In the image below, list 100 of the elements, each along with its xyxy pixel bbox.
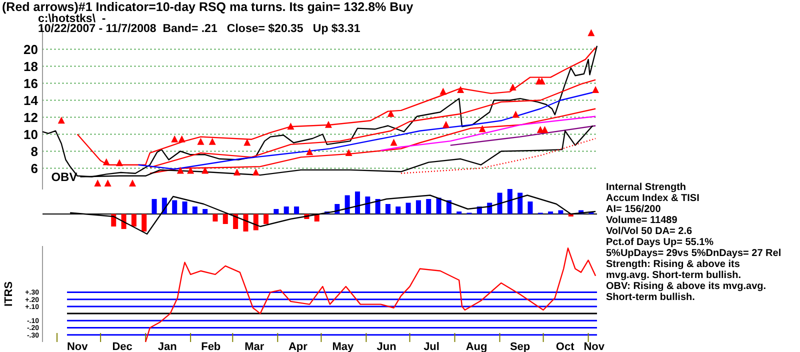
x-tick-label: Nov — [66, 341, 89, 352]
bar — [354, 192, 360, 214]
bar — [426, 199, 432, 214]
x-tick-label: Sep — [510, 341, 530, 352]
bar — [558, 210, 564, 214]
text: OBV: Rising & above its mvg.avg. Short-term bullish. — [606, 281, 766, 303]
line-series — [144, 248, 596, 343]
point — [592, 86, 600, 94]
point — [178, 135, 186, 142]
bar — [365, 196, 370, 214]
point — [588, 29, 595, 36]
text: Accum Index & TISI — [606, 193, 700, 204]
point — [287, 122, 294, 130]
point — [244, 138, 251, 146]
chart-title: (Red arrows)#1 Indicator=10-day RSQ ma turns. Its gain= 132.8% Buy — [2, 0, 414, 14]
point — [116, 159, 123, 166]
bar — [406, 202, 411, 214]
bar — [344, 195, 350, 214]
y-tick-label: 8 — [30, 144, 38, 159]
point — [94, 180, 102, 187]
text: AI= 156/200 — [606, 204, 662, 215]
line-series — [380, 116, 596, 151]
y-tick-label: 10 — [24, 126, 38, 142]
text: Volume= 11489 — [606, 215, 678, 226]
bar — [182, 202, 188, 214]
point — [440, 88, 447, 95]
line-series — [76, 46, 596, 166]
y-tick-label: 6 — [30, 160, 38, 176]
point — [345, 148, 352, 156]
point — [457, 86, 464, 94]
point — [104, 180, 112, 187]
bar — [131, 214, 136, 226]
point — [58, 116, 65, 124]
line-series — [149, 79, 596, 168]
y-tick-label: 14 — [24, 92, 39, 108]
point — [234, 168, 241, 176]
point — [252, 168, 260, 176]
bar — [202, 209, 208, 214]
point — [306, 148, 314, 156]
bar — [172, 200, 178, 214]
bar — [507, 189, 512, 214]
text: 5%UpDays= 29vs 5%DnDays= 27 Rel Strength: Rising & above its mvg.avg. Short-term bullish. — [606, 248, 782, 281]
bar — [396, 206, 401, 214]
bar — [121, 214, 126, 229]
x-tick-label: Jul — [424, 341, 440, 352]
bar — [416, 200, 421, 214]
x-tick-label: Jun — [376, 341, 397, 352]
x-tick-label: May — [332, 341, 355, 352]
y-tick-label: 12 — [24, 110, 38, 125]
bar — [375, 199, 380, 214]
point — [128, 180, 136, 187]
bar — [294, 206, 300, 214]
x-tick-label: Jan — [158, 341, 178, 352]
x-tick-label: Mar — [244, 341, 265, 352]
bar — [222, 214, 228, 224]
bar — [253, 214, 258, 230]
point — [208, 138, 216, 145]
bar — [142, 214, 147, 232]
point — [390, 138, 398, 146]
bar — [192, 206, 198, 214]
bar — [518, 192, 523, 214]
chart-subtitle: c:\hotstks\ - 10/22/2007 - 11/7/2008 Band= .21 Close= $20.35 Up $3.31 — [38, 13, 361, 35]
x-tick-label: Apr — [288, 341, 308, 352]
point — [197, 138, 204, 145]
bar — [528, 202, 533, 214]
line-series — [149, 108, 596, 174]
series-label: OBV — [51, 170, 78, 184]
point — [202, 166, 209, 174]
y-axis-title: ITRS — [3, 281, 15, 307]
bar — [274, 209, 279, 214]
x-tick-label: Aug — [466, 341, 488, 352]
x-tick-label: Oct — [556, 341, 575, 352]
y-tick-label: 16 — [24, 76, 38, 91]
x-tick-label: Nov — [584, 341, 606, 352]
point — [478, 125, 486, 132]
point — [176, 166, 184, 174]
bar — [385, 204, 390, 214]
bar — [497, 192, 502, 214]
point — [102, 158, 110, 166]
bar — [264, 214, 269, 224]
bar — [284, 206, 289, 214]
point — [442, 120, 450, 128]
point — [387, 110, 394, 117]
bar — [212, 214, 218, 222]
point — [171, 135, 178, 142]
bar — [243, 214, 248, 232]
line-series — [400, 138, 596, 174]
bar — [436, 198, 442, 214]
text: Vol/Vol 50 DA= 2.6 — [606, 226, 692, 237]
text: Pct.of Days Up= 55.1% — [606, 237, 714, 248]
bar — [233, 214, 238, 229]
x-tick-label: Dec — [112, 341, 132, 352]
bar — [152, 199, 157, 214]
point — [324, 120, 332, 128]
point — [187, 166, 194, 174]
y-tick-label: 20 — [24, 42, 38, 57]
point — [509, 84, 516, 90]
x-tick-label: Feb — [201, 341, 221, 352]
text: Internal Strength — [606, 182, 686, 193]
point — [512, 110, 520, 118]
